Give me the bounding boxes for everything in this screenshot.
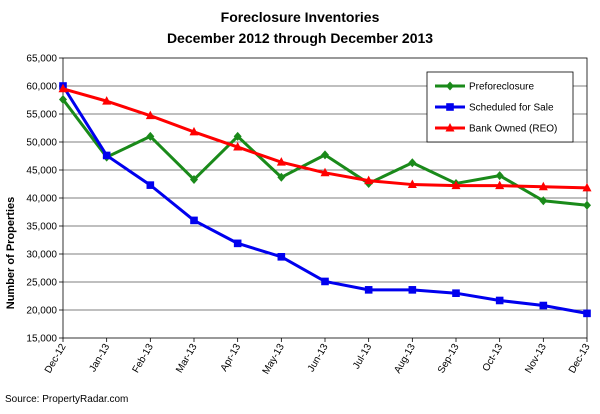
y-axis-label: Number of Properties bbox=[5, 197, 17, 309]
bank-owned-reo-point bbox=[189, 126, 199, 136]
scheduled-for-sale-point bbox=[233, 239, 242, 248]
bank-owned-reo-point bbox=[407, 179, 417, 189]
scheduled-for-sale-point bbox=[452, 289, 460, 297]
preforeclosure-point bbox=[233, 131, 242, 141]
scheduled-for-sale-point bbox=[190, 216, 198, 225]
x-tick-label: Jan-13 bbox=[87, 342, 112, 374]
legend: Preforeclosure Scheduled for Sale Bank Own… bbox=[426, 71, 574, 143]
y-tick-label: 40,000 bbox=[26, 194, 57, 205]
preforeclosure-point bbox=[190, 175, 198, 185]
scheduled-for-sale-point bbox=[539, 301, 548, 310]
x-tick-label: Feb-13 bbox=[131, 342, 157, 375]
chart-title-line-2: December 2012 through December 2013 bbox=[167, 30, 433, 46]
scheduled-for-sale-point bbox=[321, 277, 329, 286]
bank-owned-reo-point bbox=[495, 180, 505, 190]
bank-owned-reo-point bbox=[320, 167, 330, 177]
legend-preforeclosure-label: Preforeclosure bbox=[469, 82, 534, 93]
legend-preforeclosure-marker bbox=[446, 81, 454, 91]
series-lines bbox=[58, 82, 592, 318]
y-tick-label: 30,000 bbox=[26, 250, 57, 261]
preforeclosure-point bbox=[321, 150, 329, 160]
bank-owned-reo-point bbox=[364, 175, 374, 185]
preforeclosure-point bbox=[277, 172, 286, 182]
scheduled-for-sale-point bbox=[277, 253, 286, 261]
x-tick-label: Aug-13 bbox=[392, 342, 418, 376]
y-tick-label: 25,000 bbox=[26, 278, 57, 289]
x-tick-label: Dec-12 bbox=[43, 342, 69, 376]
preforeclosure-point bbox=[539, 196, 548, 206]
x-tick-label: Sep-13 bbox=[436, 342, 462, 376]
y-tick-label: 20,000 bbox=[26, 306, 57, 317]
scheduled-for-sale-point bbox=[146, 181, 155, 189]
x-tick-label: Nov-13 bbox=[523, 342, 549, 376]
scheduled-for-sale-point bbox=[495, 296, 504, 305]
x-tick-label: Jun-13 bbox=[306, 342, 331, 374]
preforeclosure-point bbox=[59, 94, 67, 104]
y-tick-label: 45,000 bbox=[26, 166, 57, 177]
preforeclosure-point bbox=[408, 158, 417, 168]
bank-owned-reo-point bbox=[582, 182, 592, 192]
x-tick-label: Oct-13 bbox=[481, 342, 506, 374]
y-tick-label: 60,000 bbox=[26, 82, 57, 93]
y-tick-label: 15,000 bbox=[26, 334, 57, 345]
scheduled-for-sale-point bbox=[364, 286, 373, 294]
x-tick-label: Mar-13 bbox=[174, 342, 200, 375]
bank-owned-reo-point bbox=[102, 96, 112, 105]
chart-title-line-1: Foreclosure Inventories bbox=[221, 9, 380, 25]
y-tick-label: 65,000 bbox=[26, 54, 57, 65]
scheduled-for-sale-point bbox=[102, 151, 111, 160]
bank-owned-reo-point bbox=[538, 181, 548, 191]
legend-scheduled-for-sale-marker bbox=[446, 103, 454, 111]
scheduled-for-sale-point bbox=[408, 286, 417, 294]
y-tick-label: 50,000 bbox=[26, 138, 57, 149]
preforeclosure-point bbox=[495, 171, 504, 181]
x-tick-label: Dec-13 bbox=[567, 342, 593, 376]
legend-bank-owned-reo-label: Bank Owned (REO) bbox=[469, 124, 557, 135]
bank-owned-reo-point bbox=[276, 157, 286, 166]
x-tick-label: May-13 bbox=[261, 342, 287, 377]
bank-owned-reo-point bbox=[145, 110, 155, 120]
bank-owned-reo-point bbox=[58, 83, 68, 93]
bank-owned-reo-point bbox=[451, 180, 461, 190]
preforeclosure-point bbox=[146, 131, 155, 141]
x-tick-label: Apr-13 bbox=[219, 342, 244, 374]
source-note: Source: PropertyRadar.com bbox=[5, 394, 128, 405]
preforeclosure-point bbox=[583, 200, 591, 210]
y-tick-label: 35,000 bbox=[26, 222, 57, 233]
x-tick-label: Jul-13 bbox=[351, 342, 374, 371]
legend-bank-owned-reo-marker bbox=[445, 123, 455, 132]
legend-scheduled-for-sale-label: Scheduled for Sale bbox=[469, 103, 554, 114]
y-tick-label: 55,000 bbox=[26, 110, 57, 121]
scheduled-for-sale-point bbox=[583, 309, 591, 318]
bank-owned-reo-point bbox=[233, 142, 243, 151]
